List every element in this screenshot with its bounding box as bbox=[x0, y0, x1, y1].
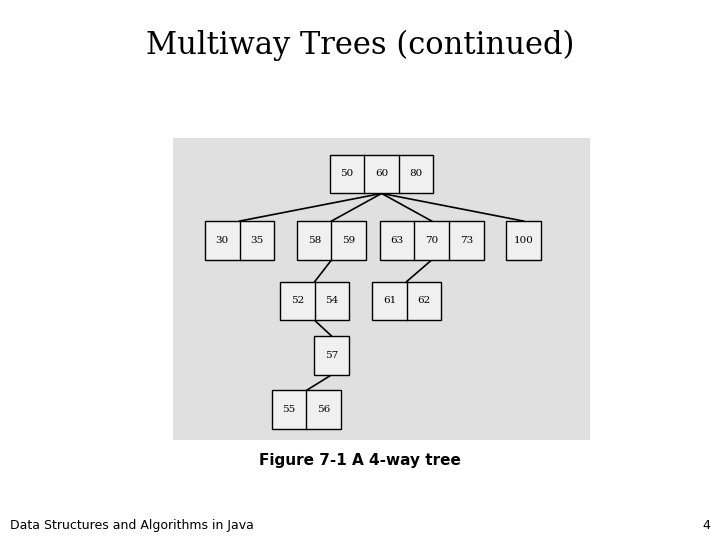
Text: 70: 70 bbox=[425, 236, 438, 245]
Text: 50: 50 bbox=[341, 170, 354, 179]
Text: 100: 100 bbox=[513, 236, 534, 245]
FancyBboxPatch shape bbox=[380, 221, 484, 260]
Text: 58: 58 bbox=[307, 236, 321, 245]
FancyBboxPatch shape bbox=[330, 154, 433, 193]
Text: 59: 59 bbox=[342, 236, 356, 245]
Text: 57: 57 bbox=[325, 351, 338, 360]
FancyBboxPatch shape bbox=[272, 390, 341, 429]
Text: Multiway Trees (continued): Multiway Trees (continued) bbox=[146, 30, 574, 61]
Text: 62: 62 bbox=[418, 296, 431, 306]
FancyBboxPatch shape bbox=[372, 281, 441, 320]
Text: 30: 30 bbox=[216, 236, 229, 245]
Text: 56: 56 bbox=[317, 406, 330, 414]
FancyBboxPatch shape bbox=[205, 221, 274, 260]
Text: 35: 35 bbox=[251, 236, 264, 245]
Text: 61: 61 bbox=[383, 296, 396, 306]
FancyBboxPatch shape bbox=[280, 281, 349, 320]
FancyBboxPatch shape bbox=[173, 138, 590, 440]
Text: 52: 52 bbox=[291, 296, 304, 306]
FancyBboxPatch shape bbox=[314, 336, 348, 375]
FancyBboxPatch shape bbox=[297, 221, 366, 260]
Text: 60: 60 bbox=[375, 170, 388, 179]
Text: Data Structures and Algorithms in Java: Data Structures and Algorithms in Java bbox=[10, 519, 254, 532]
Text: 54: 54 bbox=[325, 296, 338, 306]
Text: 63: 63 bbox=[390, 236, 404, 245]
Text: 55: 55 bbox=[282, 406, 296, 414]
Text: 80: 80 bbox=[410, 170, 423, 179]
Text: 4: 4 bbox=[702, 519, 710, 532]
FancyBboxPatch shape bbox=[506, 221, 541, 260]
Text: 73: 73 bbox=[459, 236, 473, 245]
Text: Figure 7-1 A 4-way tree: Figure 7-1 A 4-way tree bbox=[259, 453, 461, 468]
